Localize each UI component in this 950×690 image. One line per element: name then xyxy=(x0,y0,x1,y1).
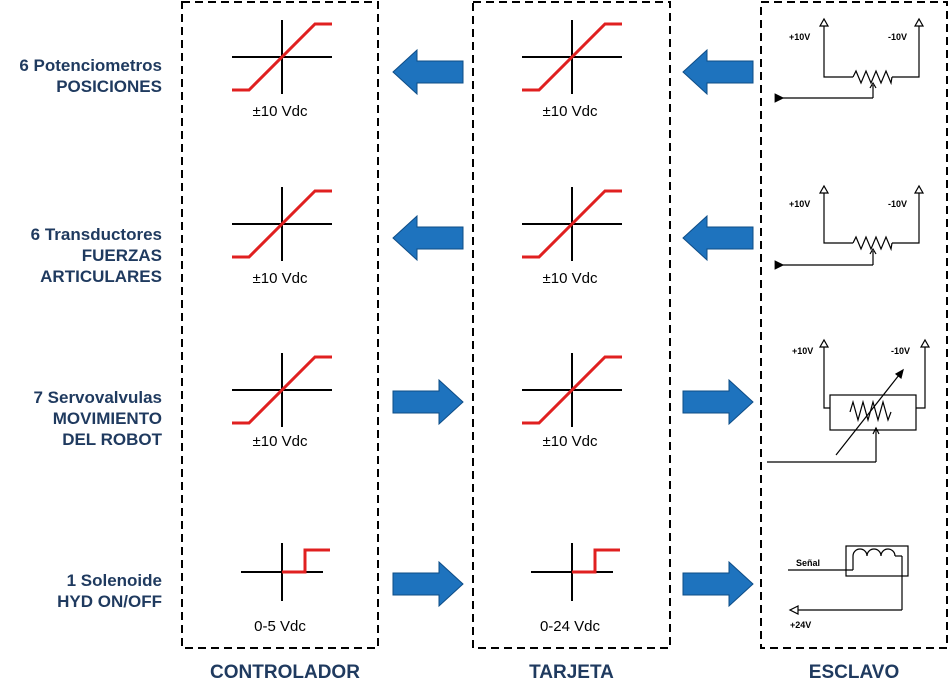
column-title-tarjeta: TARJETA xyxy=(529,662,614,683)
row-label-potenciometros: 6 Potenciometros POSICIONES xyxy=(0,55,162,97)
saturation-graph xyxy=(230,18,334,96)
row-label-line1: 1 Solenoide xyxy=(66,571,162,590)
controlador-box xyxy=(181,1,379,649)
row-label-line1: 6 Potenciometros xyxy=(19,56,162,75)
row-label-line1: 6 Transductores xyxy=(30,225,162,244)
arrow-left-icon xyxy=(682,49,754,95)
row-label-line2: FUERZAS xyxy=(81,246,162,265)
range-label: ±10 Vdc xyxy=(252,103,308,120)
solenoid-icon xyxy=(788,545,909,615)
column-title-esclavo: ESCLAVO xyxy=(808,662,900,683)
voltage-label-neg: -10V xyxy=(888,199,908,209)
arrow-left-icon xyxy=(682,215,754,261)
row-label-line2: HYD ON/OFF xyxy=(57,592,162,611)
arrow-right-icon xyxy=(392,379,464,425)
row-label-transductores: 6 Transductores FUERZAS ARTICULARES xyxy=(0,224,162,287)
range-label: ±10 Vdc xyxy=(252,433,308,450)
saturation-graph xyxy=(520,185,624,263)
row-label-solenoide: 1 Solenoide HYD ON/OFF xyxy=(0,570,162,612)
supply-label: +24V xyxy=(790,620,812,630)
voltage-label-pos: +10V xyxy=(792,346,814,356)
arrow-left-icon xyxy=(392,215,464,261)
potentiometer-icon xyxy=(774,184,925,270)
voltage-label-pos: +10V xyxy=(789,32,811,42)
column-title-controlador: CONTROLADOR xyxy=(210,662,360,683)
arrow-right-icon xyxy=(682,379,754,425)
step-graph xyxy=(529,541,622,603)
voltage-label-neg: -10V xyxy=(888,32,908,42)
step-graph xyxy=(239,541,332,603)
range-label: ±10 Vdc xyxy=(542,270,598,287)
arrow-left-icon xyxy=(392,49,464,95)
saturation-graph xyxy=(520,351,624,429)
range-label: ±10 Vdc xyxy=(542,103,598,120)
row-label-line2: POSICIONES xyxy=(56,77,162,96)
saturation-graph xyxy=(520,18,624,96)
voltage-label-pos: +10V xyxy=(789,199,811,209)
row-label-line3: DEL ROBOT xyxy=(62,430,162,449)
tarjeta-box xyxy=(472,1,671,649)
row-label-line2: MOVIMIENTO xyxy=(52,409,162,428)
row-label-servovalvulas: 7 Servovalvulas MOVIMIENTO DEL ROBOT xyxy=(0,387,162,450)
range-label: 0-24 Vdc xyxy=(539,618,601,635)
servovalve-icon xyxy=(767,338,931,463)
range-label: ±10 Vdc xyxy=(252,270,308,287)
saturation-graph xyxy=(230,351,334,429)
potentiometer-icon xyxy=(774,17,925,103)
signal-label: Señal xyxy=(796,558,821,568)
row-label-line1: 7 Servovalvulas xyxy=(33,388,162,407)
range-label: ±10 Vdc xyxy=(542,433,598,450)
arrow-right-icon xyxy=(682,561,754,607)
esclavo-box xyxy=(760,1,948,649)
voltage-label-neg: -10V xyxy=(891,346,911,356)
range-label: 0-5 Vdc xyxy=(254,618,306,635)
row-label-line3: ARTICULARES xyxy=(40,267,162,286)
arrow-right-icon xyxy=(392,561,464,607)
saturation-graph xyxy=(230,185,334,263)
